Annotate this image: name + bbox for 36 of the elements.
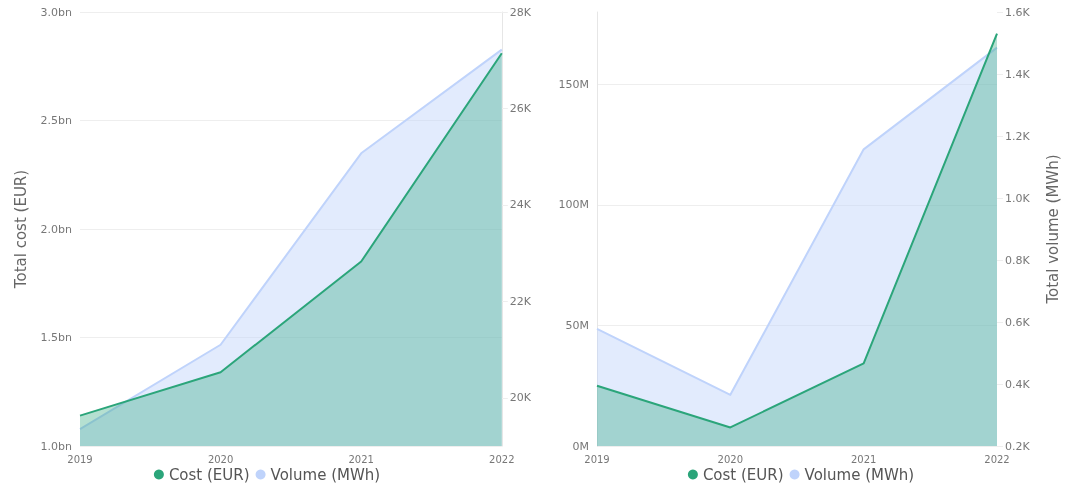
y2-tick-label: 1.6K xyxy=(1005,5,1031,19)
y-axis-title: Total cost (EUR) xyxy=(11,169,30,290)
y2-tick-label: 1.2K xyxy=(1005,129,1031,143)
y-tick-label: 0M xyxy=(572,439,589,453)
x-tick-label: 2020 xyxy=(717,453,744,465)
legend-label: Cost (EUR) xyxy=(702,465,784,484)
x-tick-label: 2021 xyxy=(850,453,877,465)
y-tick-label: 2.5bn xyxy=(40,114,73,127)
x-tick-label: 2022 xyxy=(984,453,1010,465)
y-tick-label: 1.0bn xyxy=(40,439,73,453)
x-tick-label: 2019 xyxy=(67,453,93,465)
x-tick-label: 2019 xyxy=(584,453,610,465)
y2-tick-label: 26K xyxy=(509,101,532,115)
y2-tick-label: 0.2K xyxy=(1005,439,1031,453)
y2-tick-label: 1.4K xyxy=(1005,67,1031,81)
x-tick-label: 2021 xyxy=(348,453,374,465)
y2-tick-label: 0.8K xyxy=(1005,253,1031,267)
legend-label: Volume (MWh) xyxy=(270,465,381,484)
y2-tick-label: 0.4K xyxy=(1005,377,1031,391)
y-tick-label: 2.0bn xyxy=(40,222,73,236)
y2-tick-label: 22K xyxy=(509,294,532,308)
legend-label: Volume (MWh) xyxy=(804,465,915,484)
y2-axis-title: Total volume (MWh) xyxy=(1043,154,1062,305)
x-tick-label: 2022 xyxy=(489,453,515,465)
y-tick-label: 50M xyxy=(565,318,589,332)
y-tick-label: 150M xyxy=(558,77,589,91)
x-tick-label: 2020 xyxy=(207,453,234,465)
y-tick-label: 3.0bn xyxy=(40,5,73,19)
y2-tick-label: 28K xyxy=(509,5,532,19)
y2-tick-label: 1.0K xyxy=(1005,191,1031,205)
y-tick-label: 100M xyxy=(558,198,589,212)
legend-label: Cost (EUR) xyxy=(168,465,250,484)
y-tick-label: 1.5bn xyxy=(40,331,73,344)
y2-tick-label: 0.6K xyxy=(1005,315,1031,329)
y2-tick-label: 20K xyxy=(509,391,532,405)
y2-tick-label: 24K xyxy=(509,198,532,212)
